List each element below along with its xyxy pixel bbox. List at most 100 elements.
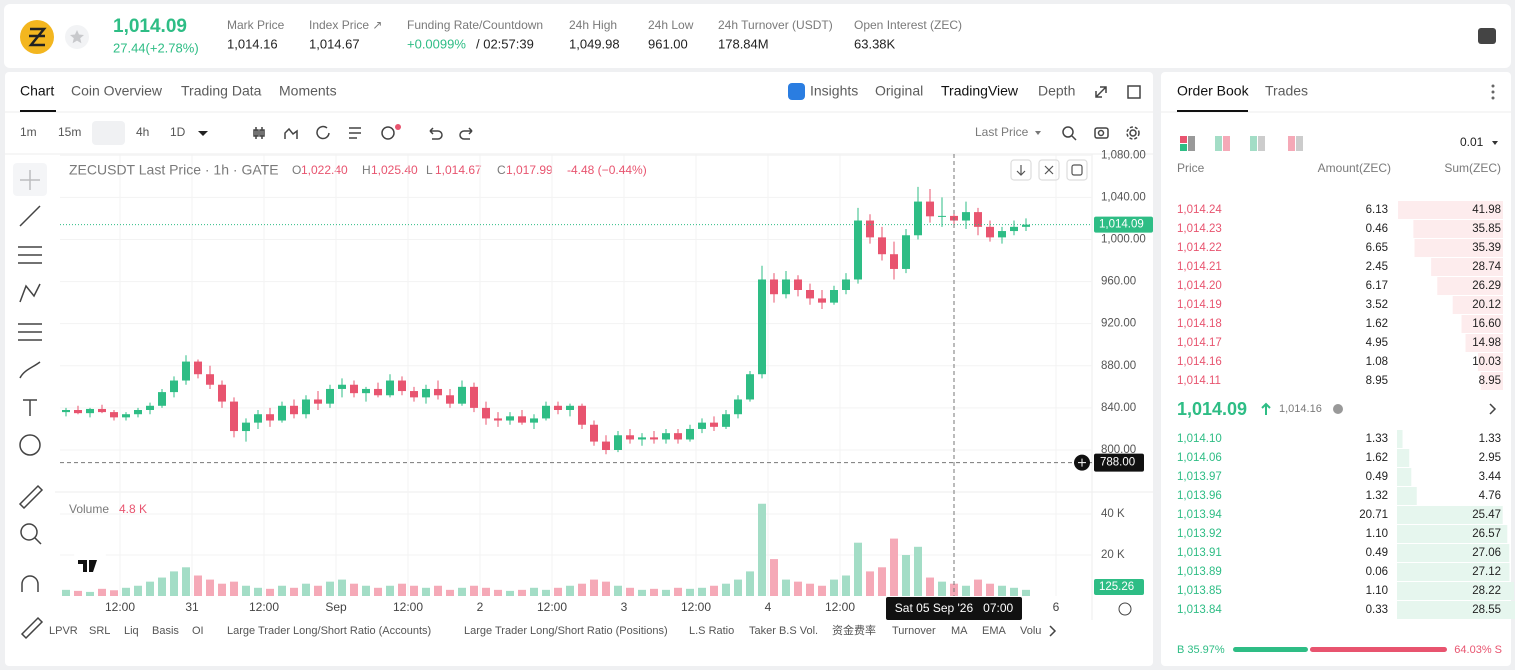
volume-bar [338,579,346,596]
indicator[interactable]: Turnover [892,625,936,637]
view-tab[interactable]: Depth [1038,83,1075,99]
dropdown-arrow[interactable] [1035,131,1041,135]
precision[interactable]: 0.01 [1460,135,1484,149]
trades-tab[interactable]: Trades [1265,83,1308,99]
indicator[interactable]: Large Trader Long/Short Ratio (Positions… [464,625,668,637]
candle-body [890,254,898,269]
scroll-arrow[interactable] [1049,625,1057,637]
indicator[interactable]: MA [951,625,968,637]
stat-label: Mark Price [227,18,285,32]
candle-body [866,220,874,238]
candle-body [362,388,370,394]
indicator[interactable]: 资金费率 [832,623,876,637]
settings-icon[interactable] [1118,602,1132,616]
volume-bar [146,581,154,596]
book-amount: 0.33 [1366,604,1388,616]
volume-bar [422,587,430,596]
x-tick-label: 3 [621,600,628,614]
book-price: 1,013.84 [1177,604,1222,616]
indicator[interactable]: Basis [152,625,179,637]
volume-bar [566,585,574,596]
volume-bar [758,503,766,596]
more-icon[interactable] [1491,84,1495,100]
ohlc-value: 1,025.40 [371,163,418,177]
buy-ratio: B 35.97% [1177,644,1225,656]
indicator-dot [395,124,401,130]
expand-icon[interactable] [1095,86,1107,98]
volume-bar [650,588,658,596]
indicator[interactable]: Liq [124,625,139,637]
chart-tab[interactable]: Moments [279,83,337,99]
chart-tab[interactable]: Chart [20,83,54,99]
plus [1078,458,1086,467]
interval[interactable]: 15m [58,125,81,139]
interval[interactable]: 1D [170,125,186,139]
window-icon[interactable] [1127,85,1141,99]
candle-body [314,399,322,404]
stat-value: 961.00 [648,36,688,51]
chart-panel [5,72,1153,666]
chevron[interactable] [1489,403,1497,415]
indicator[interactable]: LPVR [49,625,78,637]
depth-bar [1398,201,1503,219]
book-sum: 26.29 [1472,280,1501,292]
candle-body [98,408,106,413]
y-tick-label: 920.00 [1101,318,1136,330]
interval[interactable]: 4h [136,125,149,139]
indicator[interactable]: L.S Ratio [689,625,734,637]
layout-button[interactable] [1478,28,1496,44]
indicator[interactable]: Volu [1020,625,1041,637]
indicator[interactable]: SRL [89,625,110,637]
candle-body [794,279,802,290]
col-price: Price [1177,161,1205,175]
volume-bar [122,587,130,596]
volume-bar [698,587,706,596]
book-price: 1,013.94 [1177,509,1222,521]
dropdown-arrow[interactable] [1492,141,1498,145]
candle-body [710,422,718,427]
volume-bar [470,585,478,596]
ohlc-value: 1,017.99 [506,163,553,177]
volume-bar [302,583,310,596]
x-tick-label: 4 [765,600,772,614]
depth-bar [1397,563,1510,581]
volume-bar [494,589,502,596]
volume-bar [506,590,514,596]
depth-bar [1431,258,1503,276]
book-amount: 3.52 [1366,299,1388,311]
interval[interactable]: 1m [20,125,37,139]
price-source[interactable]: Last Price [975,125,1029,139]
candle-body [194,361,202,375]
volume-bar [770,559,778,596]
volume-bar [482,587,490,596]
active-tool[interactable] [13,163,47,196]
candle-body [62,410,70,413]
col-sum: Sum(ZEC) [1444,161,1501,175]
book-amount: 1.62 [1366,318,1388,330]
chart-tab[interactable]: Trading Data [181,83,262,99]
toolbar-icons [18,125,1140,640]
view-tab[interactable]: Insights [810,83,858,99]
chart-tab[interactable]: Coin Overview [71,83,163,99]
volume-bar [434,585,442,596]
book-layout-icons[interactable] [1180,136,1303,151]
candle-body [410,391,418,398]
view-tab[interactable]: TradingView [941,83,1019,99]
indicator-bar: LPVR SRL Liq Basis OI Large Trader Long/Short… [49,623,1041,637]
order-book-tab[interactable]: Order Book [1177,83,1250,99]
volume-bar [326,581,334,596]
view-tab[interactable]: Original [875,83,923,99]
volume-bar [1010,587,1018,596]
book-sum: 2.95 [1479,452,1501,464]
candle-body [206,374,214,385]
indicator[interactable]: Taker B.S Vol. [749,625,818,637]
indicator[interactable]: OI [192,625,204,637]
candle-body [446,395,454,404]
indicator[interactable]: Large Trader Long/Short Ratio (Accounts) [227,625,431,637]
volume-bar [830,579,838,596]
volume-bar [530,587,538,596]
dropdown-arrow[interactable] [198,131,208,136]
book-amount: 4.95 [1366,337,1388,349]
indicator[interactable]: EMA [982,625,1007,637]
volume-bar [866,571,874,596]
